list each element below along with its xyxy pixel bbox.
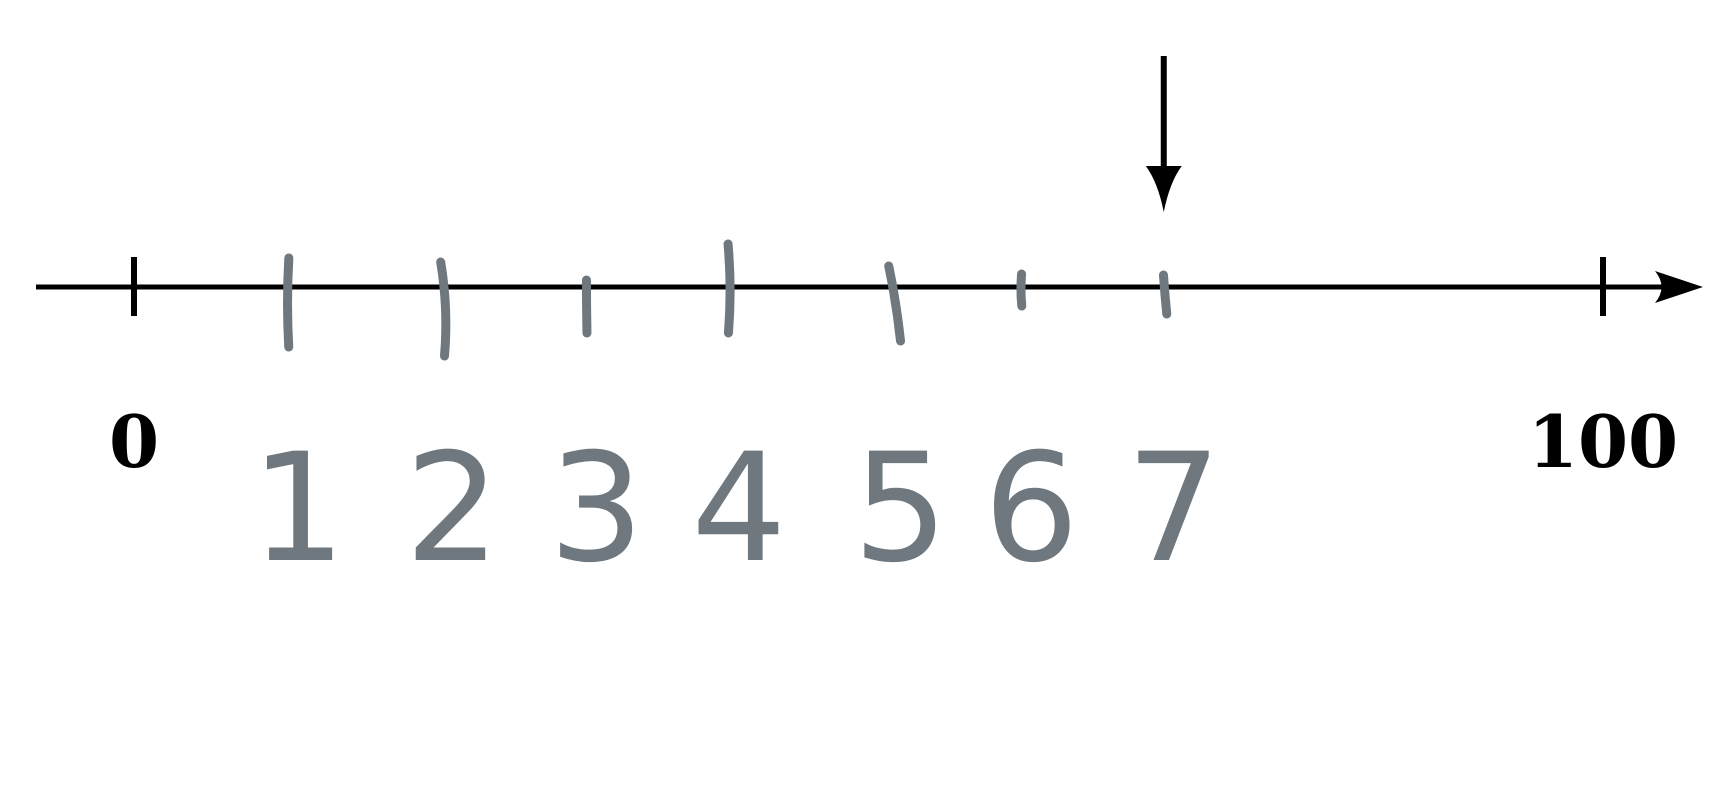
handwritten-label-2: 2	[405, 422, 500, 596]
handwritten-tick-6	[1016, 269, 1027, 311]
start-label: 0	[109, 399, 159, 484]
handwritten-label-3: 3	[549, 422, 644, 596]
handwritten-label-7: 7	[1126, 422, 1221, 596]
handwritten-tick-7	[1158, 270, 1172, 319]
end-label: 100	[1528, 399, 1678, 484]
handwritten-label-1: 1	[251, 422, 346, 596]
handwritten-label-6: 6	[984, 422, 1079, 596]
handwritten-tick-5	[884, 261, 906, 346]
axis-arrowhead-icon	[1655, 271, 1703, 303]
handwritten-label-5: 5	[853, 422, 948, 596]
handwritten-tick-4	[723, 239, 735, 338]
handwritten-tick-3	[581, 275, 592, 338]
handwritten-tick-2	[436, 257, 451, 361]
handwritten-label-4: 4	[691, 422, 786, 596]
handwritten-tick-1	[283, 253, 294, 352]
down-arrow-icon	[1145, 56, 1182, 212]
down-arrow-head	[1145, 166, 1182, 212]
